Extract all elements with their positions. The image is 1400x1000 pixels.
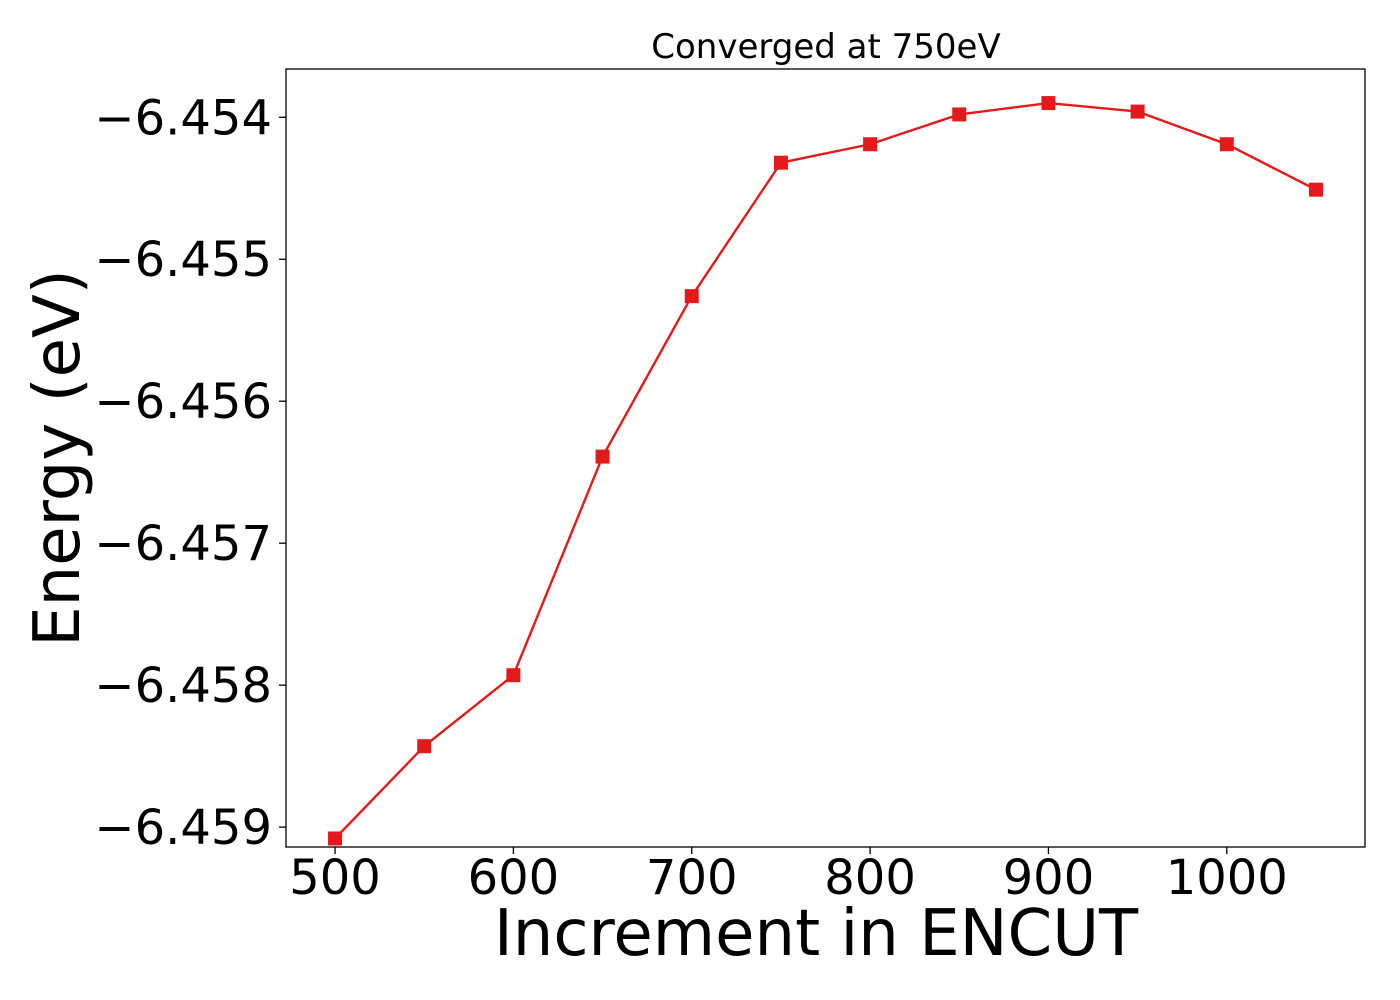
x-tick-label: 1000 [1166,850,1288,906]
data-point-marker [863,137,878,152]
y-tick-label: −6.457 [94,516,272,572]
y-tick-label: −6.459 [94,800,272,856]
y-tick-label: −6.458 [94,658,272,714]
series-line [334,101,1317,840]
data-point-marker [684,289,699,304]
y-tick-label: −6.455 [94,232,272,288]
y-axis-label: Energy (eV) [21,269,95,647]
data-point-marker [417,739,432,754]
data-point-marker [773,155,788,170]
x-tick-label: 600 [468,850,560,906]
data-series [328,96,1323,846]
data-point-marker [1219,137,1234,152]
data-point-marker [328,831,343,846]
data-point-marker [1308,182,1323,197]
y-axis-ticks: −6.459 −6.458 −6.457 −6.456 −6.455 −6.454 [94,90,286,856]
chart-title: Converged at 750eV [651,27,1000,67]
data-point-marker [506,668,521,683]
plot-frame [285,68,1366,848]
data-point-marker [595,449,610,464]
x-tick-label: 500 [289,850,381,906]
x-axis-label: Increment in ENCUT [494,897,1139,971]
x-tick-label: 700 [646,850,738,906]
x-axis-ticks: 500 600 700 800 900 1000 [289,847,1288,906]
x-tick-label: 900 [1003,850,1095,906]
y-tick-label: −6.456 [94,374,272,430]
y-tick-label: −6.454 [94,90,272,146]
x-tick-label: 800 [824,850,916,906]
data-point-marker [1130,104,1145,119]
data-point-marker [1041,96,1056,111]
data-point-marker [952,107,967,122]
